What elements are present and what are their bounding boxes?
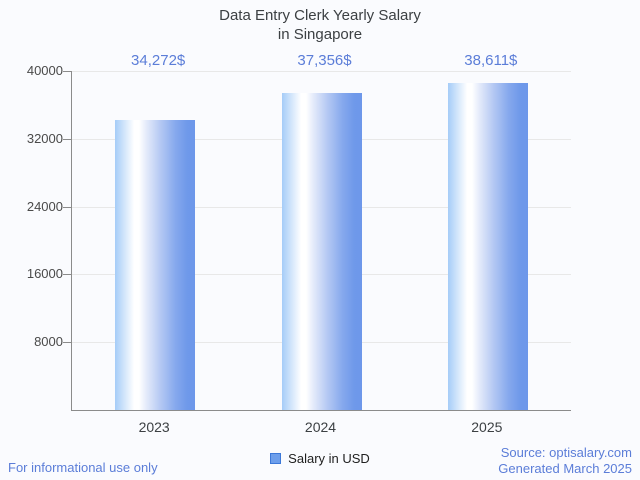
value-label: 37,356$: [297, 52, 352, 69]
y-tick-mark: [63, 274, 71, 276]
source-block: Source: optisalary.com Generated March 2…: [498, 445, 632, 477]
chart-title-line1: Data Entry Clerk Yearly Salary: [219, 7, 421, 24]
x-tick-label: 2024: [304, 419, 337, 435]
y-tick-label: 40000: [26, 63, 63, 78]
chart-title: Data Entry Clerk Yearly Salary in Singap…: [0, 6, 640, 44]
legend-label: Salary in USD: [288, 451, 370, 466]
bar-2023: [115, 120, 196, 410]
plot-area: [63, 71, 571, 411]
y-tick-label: 32000: [26, 130, 63, 146]
y-tick-mark: [63, 71, 71, 72]
y-tick-mark: [63, 138, 71, 140]
x-tick-label: 2025: [471, 419, 503, 435]
generated-text: Generated March 2025: [498, 461, 632, 476]
chart-title-line2: in Singapore: [277, 26, 363, 43]
source-text: Source: optisalary.com: [500, 445, 632, 460]
bar-2025: [447, 83, 528, 410]
gridline: [72, 71, 571, 72]
bar-2024: [281, 93, 362, 410]
value-label: 38,611$: [464, 52, 518, 69]
legend-swatch-icon: [270, 453, 282, 464]
y-tick-mark: [63, 206, 71, 208]
x-tick-label: 2023: [138, 419, 170, 435]
y-tick-mark: [63, 342, 71, 344]
disclaimer-text: For informational use only: [8, 460, 158, 475]
value-label: 34,272$: [131, 52, 186, 69]
legend: Salary in USD: [0, 451, 640, 466]
y-tick-label: 24000: [26, 198, 63, 214]
y-tick-label: 8000: [34, 334, 63, 350]
y-tick-label: 16000: [26, 266, 63, 282]
